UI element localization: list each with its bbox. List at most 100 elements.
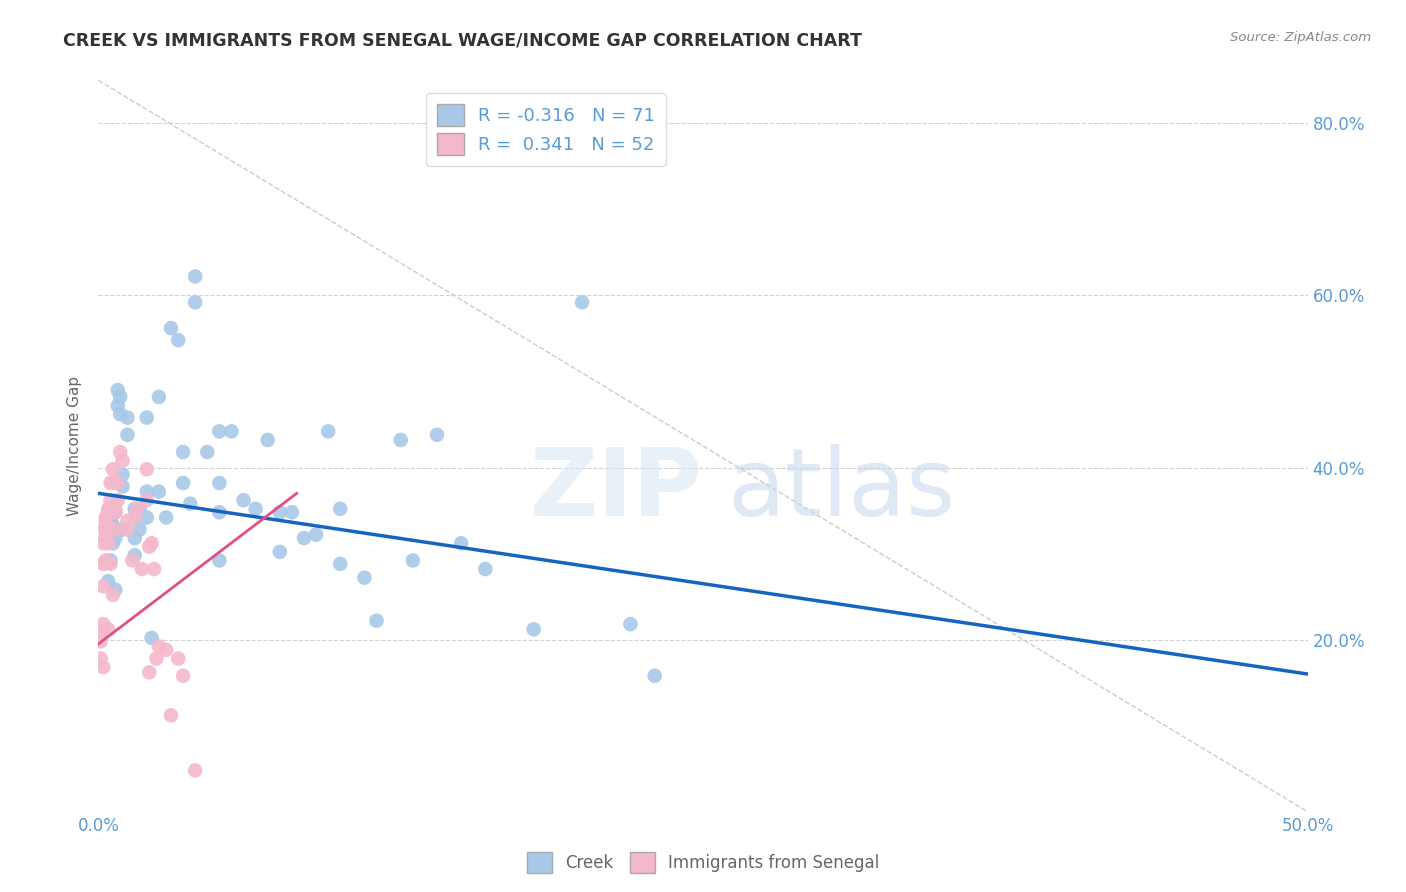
Point: [281, 505, 304, 519]
Point: [184, 295, 207, 310]
Point: [269, 545, 291, 559]
Point: [117, 514, 139, 528]
Point: [100, 501, 122, 516]
Point: [124, 510, 146, 524]
Point: [145, 651, 167, 665]
Point: [450, 536, 472, 550]
Point: [208, 505, 231, 519]
Point: [91, 660, 114, 674]
Point: [107, 399, 129, 413]
Point: [208, 475, 231, 490]
Point: [100, 475, 122, 490]
Point: [138, 540, 160, 554]
Text: CREEK VS IMMIGRANTS FROM SENEGAL WAGE/INCOME GAP CORRELATION CHART: CREEK VS IMMIGRANTS FROM SENEGAL WAGE/IN…: [63, 31, 862, 49]
Point: [91, 617, 114, 632]
Point: [101, 536, 124, 550]
Point: [100, 557, 122, 571]
Point: [104, 505, 127, 519]
Point: [104, 531, 127, 545]
Point: [91, 625, 114, 640]
Point: [426, 427, 449, 442]
Point: [474, 562, 496, 576]
Point: [172, 669, 194, 683]
Point: [117, 427, 139, 442]
Point: [97, 529, 120, 543]
Point: [97, 574, 120, 588]
Point: [104, 505, 127, 519]
Point: [97, 533, 120, 548]
Point: [101, 588, 124, 602]
Point: [148, 390, 170, 404]
Point: [353, 571, 375, 585]
Point: [269, 505, 291, 519]
Point: [148, 640, 170, 654]
Point: [97, 555, 120, 569]
Point: [155, 510, 177, 524]
Point: [135, 410, 157, 425]
Point: [97, 622, 120, 636]
Point: [128, 501, 150, 516]
Point: [571, 295, 593, 310]
Point: [94, 521, 117, 535]
Point: [138, 665, 160, 680]
Point: [101, 462, 124, 476]
Y-axis label: Wage/Income Gap: Wage/Income Gap: [67, 376, 83, 516]
Point: [644, 669, 666, 683]
Point: [90, 651, 112, 665]
Point: [245, 501, 267, 516]
Point: [94, 519, 117, 533]
Point: [316, 425, 339, 439]
Point: [101, 475, 124, 490]
Point: [135, 484, 157, 499]
Point: [97, 523, 120, 537]
Point: [108, 445, 131, 459]
Point: [97, 501, 120, 516]
Point: [402, 553, 425, 567]
Point: [329, 501, 352, 516]
Point: [121, 553, 143, 567]
Point: [94, 523, 117, 537]
Point: [141, 631, 163, 645]
Point: [389, 433, 412, 447]
Point: [195, 445, 218, 459]
Point: [107, 493, 129, 508]
Point: [256, 433, 278, 447]
Point: [172, 475, 194, 490]
Point: [128, 523, 150, 537]
Point: [104, 582, 127, 597]
Point: [135, 493, 157, 508]
Point: [292, 531, 315, 545]
Point: [167, 651, 190, 665]
Point: [141, 536, 163, 550]
Point: [111, 467, 134, 482]
Point: [117, 523, 139, 537]
Point: [221, 425, 243, 439]
Point: [124, 549, 146, 563]
Point: [329, 557, 352, 571]
Point: [91, 579, 114, 593]
Point: [108, 407, 131, 421]
Point: [124, 531, 146, 545]
Point: [100, 512, 122, 526]
Point: [148, 484, 170, 499]
Point: [167, 333, 190, 347]
Point: [155, 643, 177, 657]
Point: [94, 510, 117, 524]
Point: [94, 553, 117, 567]
Point: [305, 527, 328, 541]
Point: [111, 453, 134, 467]
Point: [179, 497, 201, 511]
Point: [100, 493, 122, 508]
Point: [111, 523, 134, 537]
Point: [208, 553, 231, 567]
Legend: R = -0.316   N = 71, R =  0.341   N = 52: R = -0.316 N = 71, R = 0.341 N = 52: [426, 93, 666, 166]
Point: [232, 493, 254, 508]
Text: Source: ZipAtlas.com: Source: ZipAtlas.com: [1230, 31, 1371, 45]
Point: [107, 383, 129, 397]
Point: [107, 475, 129, 490]
Point: [135, 510, 157, 524]
Point: [90, 634, 112, 648]
Point: [97, 505, 120, 519]
Point: [100, 553, 122, 567]
Text: atlas: atlas: [727, 444, 956, 536]
